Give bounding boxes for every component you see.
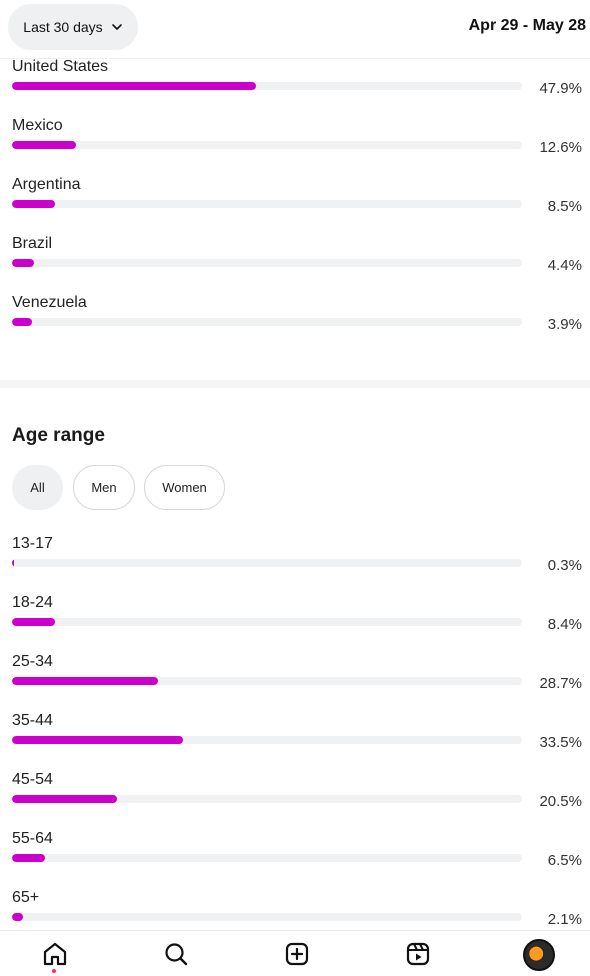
section-divider	[0, 380, 590, 388]
date-range-selector[interactable]: Last 30 days	[8, 4, 138, 50]
reels-icon[interactable]	[403, 939, 433, 969]
bar-track	[12, 318, 522, 326]
profile-avatar[interactable]	[523, 939, 555, 971]
bar-fill	[12, 677, 158, 685]
country-name: Brazil	[12, 235, 53, 252]
bar-track	[12, 559, 522, 567]
date-range-text: Apr 29 - May 28	[468, 17, 586, 34]
bar-track	[12, 795, 522, 803]
age-label: 55-64	[12, 830, 53, 847]
country-percent: 47.9%	[539, 80, 582, 97]
bar-track	[12, 618, 522, 626]
age-percent: 20.5%	[539, 793, 582, 810]
bar-fill	[12, 559, 14, 567]
filter-label: Men	[91, 480, 117, 495]
age-label: 25-34	[12, 653, 53, 670]
country-percent: 3.9%	[547, 316, 582, 333]
filter-all[interactable]: All	[12, 465, 63, 510]
age-row: 13-17 0.3%	[12, 535, 586, 583]
header-divider	[0, 58, 590, 59]
filter-women[interactable]: Women	[144, 465, 225, 510]
bar-fill	[12, 913, 23, 921]
bar-fill	[12, 259, 34, 267]
create-icon[interactable]	[282, 939, 312, 969]
bar-fill	[12, 854, 45, 862]
chevron-down-icon	[111, 24, 122, 30]
country-name: Mexico	[12, 117, 63, 134]
country-percent: 8.5%	[547, 198, 582, 215]
country-row: Brazil 4.4%	[12, 235, 586, 283]
bar-fill	[12, 795, 117, 803]
filter-men[interactable]: Men	[73, 465, 135, 510]
age-row: 45-54 20.5%	[12, 771, 586, 819]
header: Last 30 days Apr 29 - May 28	[0, 0, 590, 58]
age-label: 13-17	[12, 535, 53, 552]
bar-fill	[12, 318, 32, 326]
age-row: 25-34 28.7%	[12, 653, 586, 701]
age-label: 45-54	[12, 771, 53, 788]
age-percent: 6.5%	[547, 852, 582, 869]
age-row: 18-24 8.4%	[12, 594, 586, 642]
bar-track	[12, 677, 522, 685]
notification-dot	[52, 969, 56, 973]
bar-track	[12, 141, 522, 149]
country-row: Mexico 12.6%	[12, 117, 586, 165]
country-row: Venezuela 3.9%	[12, 294, 586, 342]
bar-track	[12, 854, 522, 862]
bottom-nav	[0, 930, 590, 976]
age-row: 35-44 33.5%	[12, 712, 586, 760]
section-title-age-range: Age range	[12, 425, 105, 446]
age-percent: 2.1%	[547, 911, 582, 928]
bar-track	[12, 259, 522, 267]
date-range-selector-label: Last 30 days	[23, 19, 103, 35]
home-icon[interactable]	[40, 939, 70, 969]
filter-label: Women	[162, 480, 207, 495]
country-name: Argentina	[12, 176, 81, 193]
age-label: 18-24	[12, 594, 53, 611]
country-percent: 4.4%	[547, 257, 582, 274]
age-percent: 33.5%	[539, 734, 582, 751]
age-percent: 28.7%	[539, 675, 582, 692]
age-row: 55-64 6.5%	[12, 830, 586, 878]
bar-fill	[12, 82, 256, 90]
bar-track	[12, 913, 522, 921]
country-percent: 12.6%	[539, 139, 582, 156]
age-row: 65+ 2.1%	[12, 889, 586, 937]
bar-fill	[12, 200, 55, 208]
bar-track	[12, 82, 522, 90]
country-name: Venezuela	[12, 294, 87, 311]
age-label: 65+	[12, 889, 40, 906]
bar-fill	[12, 618, 55, 626]
bar-track	[12, 200, 522, 208]
country-row: United States 47.9%	[12, 58, 586, 106]
age-percent: 8.4%	[547, 616, 582, 633]
bar-track	[12, 736, 522, 744]
age-label: 35-44	[12, 712, 53, 729]
age-percent: 0.3%	[547, 557, 582, 574]
country-name: United States	[12, 58, 109, 75]
filter-label: All	[30, 480, 45, 495]
bar-fill	[12, 736, 183, 744]
country-row: Argentina 8.5%	[12, 176, 586, 224]
search-icon[interactable]	[161, 939, 191, 969]
bar-fill	[12, 141, 76, 149]
